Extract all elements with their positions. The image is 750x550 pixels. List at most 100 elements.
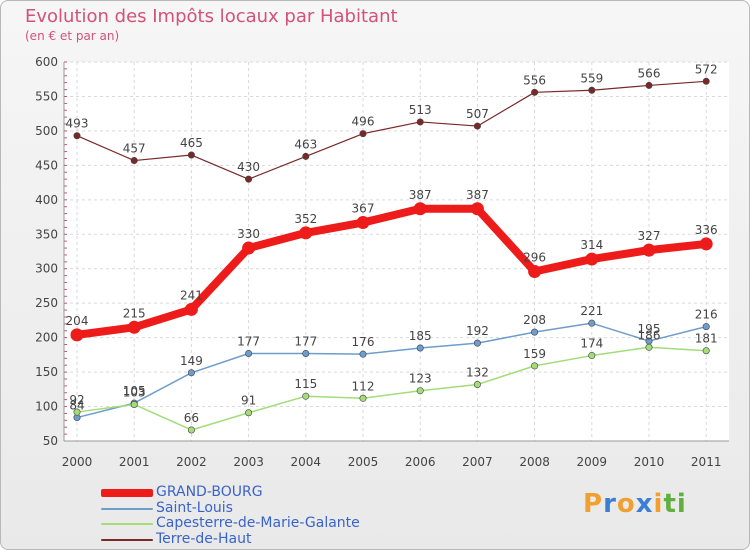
x-tick-label: 2011 [691, 455, 722, 469]
data-point [245, 409, 253, 417]
chart-title: Evolution des Impôts locaux par Habitant [25, 6, 398, 27]
data-point [130, 400, 138, 408]
data-point [702, 77, 710, 85]
data-point [299, 226, 313, 240]
x-tick-label: 2006 [405, 455, 436, 469]
data-point [531, 88, 539, 96]
data-point [245, 349, 253, 357]
legend-swatch [101, 507, 153, 510]
data-label: 296 [523, 250, 546, 264]
data-label: 496 [352, 115, 375, 129]
x-tick-label: 2007 [462, 455, 493, 469]
y-tick-label: 450 [35, 158, 58, 172]
x-tick-label: 2001 [119, 455, 150, 469]
data-label: 330 [237, 227, 260, 241]
data-point [359, 394, 367, 402]
y-tick-label: 600 [35, 55, 58, 69]
legend-label: Capesterre-de-Marie-Galante [156, 515, 360, 531]
data-point [127, 320, 141, 334]
logo-letter: r [603, 489, 617, 519]
data-label: 221 [580, 304, 603, 318]
x-tick-label: 2003 [233, 455, 264, 469]
data-point [528, 264, 542, 278]
data-point [531, 328, 539, 336]
data-label: 174 [580, 337, 603, 351]
x-tick-label: 2000 [62, 455, 93, 469]
data-point [245, 175, 253, 183]
data-label: 192 [466, 324, 489, 338]
data-point [642, 243, 656, 257]
data-point [588, 319, 596, 327]
data-label: 103 [123, 385, 146, 399]
data-label: 123 [409, 372, 432, 386]
series-line [73, 204, 711, 339]
legend-label: Saint-Louis [156, 499, 233, 516]
data-label: 387 [466, 188, 489, 202]
data-point [416, 387, 424, 395]
data-point [473, 380, 481, 388]
data-label: 176 [352, 335, 375, 349]
data-label: 185 [409, 329, 432, 343]
x-tick-label: 2005 [348, 455, 379, 469]
y-tick-label: 200 [35, 331, 58, 345]
data-point [359, 350, 367, 358]
x-tick-label: 2009 [577, 455, 608, 469]
data-point [187, 369, 195, 377]
data-label: 216 [695, 308, 718, 322]
y-tick-label: 300 [35, 262, 58, 276]
x-tick-label: 2004 [291, 455, 322, 469]
data-point [356, 216, 370, 230]
data-point [413, 202, 427, 216]
proxiti-logo: Proxiti [583, 489, 687, 519]
data-point [416, 344, 424, 352]
data-point [702, 347, 710, 355]
data-label: 84 [69, 399, 84, 413]
data-label: 208 [523, 313, 546, 327]
data-label: 367 [352, 202, 375, 216]
series-line [76, 346, 707, 431]
data-label: 513 [409, 103, 432, 117]
data-label: 177 [294, 334, 317, 348]
y-tick-label: 250 [35, 296, 58, 310]
data-label: 493 [66, 117, 89, 131]
data-label: 314 [580, 238, 603, 252]
data-point [184, 302, 198, 316]
data-label: 572 [695, 62, 718, 76]
data-label: 463 [294, 137, 317, 151]
data-point [73, 408, 81, 416]
data-label: 457 [123, 142, 146, 156]
data-label: 241 [180, 288, 203, 302]
data-label: 430 [237, 160, 260, 174]
y-tick-label: 100 [35, 400, 58, 414]
data-point [588, 352, 596, 360]
y-tick-label: 50 [43, 434, 58, 448]
data-label: 115 [294, 377, 317, 391]
data-point [473, 339, 481, 347]
y-tick-label: 400 [35, 193, 58, 207]
logo-letter: x [635, 489, 654, 519]
data-point [699, 237, 713, 251]
data-point [470, 202, 484, 216]
series-line [76, 80, 707, 180]
data-label: 327 [638, 229, 661, 243]
x-tick-label: 2010 [634, 455, 665, 469]
series-line [76, 322, 707, 419]
data-point [302, 392, 310, 400]
logo-letter: i [676, 489, 687, 519]
data-point [645, 343, 653, 351]
data-label: 66 [184, 411, 199, 425]
logo-letter: P [583, 489, 604, 519]
data-label: 132 [466, 365, 489, 379]
data-label: 159 [523, 347, 546, 361]
data-label: 559 [580, 71, 603, 85]
data-label: 181 [695, 332, 718, 346]
logo-letter: i [653, 489, 664, 519]
y-tick-label: 350 [35, 227, 58, 241]
data-point [416, 118, 424, 126]
legend-label: Terre-de-Haut [156, 530, 252, 547]
data-point [645, 81, 653, 89]
data-point [585, 252, 599, 266]
data-label: 387 [409, 188, 432, 202]
data-point [187, 426, 195, 434]
